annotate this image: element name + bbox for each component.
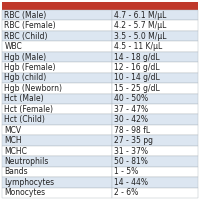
Text: 12 - 16 g/dL: 12 - 16 g/dL — [114, 63, 160, 72]
Bar — [2, 52, 112, 62]
Bar — [112, 146, 198, 156]
Text: RBC (Child): RBC (Child) — [4, 32, 48, 41]
Text: 10 - 14 g/dL: 10 - 14 g/dL — [114, 73, 160, 82]
Bar — [112, 167, 198, 177]
Text: Hgb (Newborn): Hgb (Newborn) — [4, 84, 62, 93]
Text: Monocytes: Monocytes — [4, 188, 46, 197]
Text: MCH: MCH — [4, 136, 22, 145]
Text: 50 - 81%: 50 - 81% — [114, 157, 148, 166]
Bar — [2, 188, 112, 198]
Bar — [112, 20, 198, 31]
Bar — [2, 62, 112, 73]
Text: MCHC: MCHC — [4, 146, 27, 156]
Bar — [112, 135, 198, 146]
Text: 14 - 18 g/dL: 14 - 18 g/dL — [114, 52, 160, 62]
Text: MCV: MCV — [4, 126, 22, 135]
Bar — [112, 156, 198, 167]
Bar — [2, 10, 112, 20]
Text: Hct (Child): Hct (Child) — [4, 115, 45, 124]
Text: 78 - 98 fL: 78 - 98 fL — [114, 126, 150, 135]
Text: Neutrophils: Neutrophils — [4, 157, 49, 166]
Bar — [112, 31, 198, 41]
Text: Bands: Bands — [4, 167, 28, 176]
Text: 37 - 47%: 37 - 47% — [114, 105, 148, 114]
Text: 2 - 6%: 2 - 6% — [114, 188, 138, 197]
Text: 4.5 - 11 K/μL: 4.5 - 11 K/μL — [114, 42, 162, 51]
Text: Hct (Male): Hct (Male) — [4, 94, 44, 103]
Bar — [112, 52, 198, 62]
Text: Hct (Female): Hct (Female) — [4, 105, 53, 114]
Bar — [2, 146, 112, 156]
Bar — [112, 62, 198, 73]
Bar — [2, 41, 112, 52]
Bar — [112, 94, 198, 104]
Text: 27 - 35 pg: 27 - 35 pg — [114, 136, 153, 145]
Bar — [2, 104, 112, 114]
Bar — [2, 2, 198, 10]
Text: 4.7 - 6.1 M/μL: 4.7 - 6.1 M/μL — [114, 11, 167, 20]
Text: 40 - 50%: 40 - 50% — [114, 94, 148, 103]
Bar — [112, 41, 198, 52]
Text: 14 - 44%: 14 - 44% — [114, 178, 148, 187]
Text: 30 - 42%: 30 - 42% — [114, 115, 148, 124]
Bar — [112, 104, 198, 114]
Text: RBC (Female): RBC (Female) — [4, 21, 56, 30]
Bar — [2, 156, 112, 167]
Text: Hgb (Female): Hgb (Female) — [4, 63, 56, 72]
Bar — [2, 73, 112, 83]
Bar — [112, 83, 198, 94]
Text: 4.2 - 5.7 M/μL: 4.2 - 5.7 M/μL — [114, 21, 167, 30]
Text: 3.5 - 5.0 M/μL: 3.5 - 5.0 M/μL — [114, 32, 167, 41]
Bar — [2, 135, 112, 146]
Text: 1 - 5%: 1 - 5% — [114, 167, 138, 176]
Text: WBC: WBC — [4, 42, 22, 51]
Bar — [112, 114, 198, 125]
Bar — [2, 94, 112, 104]
Bar — [2, 114, 112, 125]
Bar — [112, 10, 198, 20]
Bar — [112, 177, 198, 188]
Text: Lymphocytes: Lymphocytes — [4, 178, 55, 187]
Bar — [2, 20, 112, 31]
Bar — [2, 125, 112, 135]
Bar — [112, 125, 198, 135]
Text: 15 - 25 g/dL: 15 - 25 g/dL — [114, 84, 160, 93]
Bar — [112, 188, 198, 198]
Text: 31 - 37%: 31 - 37% — [114, 146, 148, 156]
Text: Hgb (child): Hgb (child) — [4, 73, 47, 82]
Bar — [2, 167, 112, 177]
Bar — [2, 83, 112, 94]
Bar — [2, 177, 112, 188]
Bar — [2, 31, 112, 41]
Text: RBC (Male): RBC (Male) — [4, 11, 47, 20]
Text: Hgb (Male): Hgb (Male) — [4, 52, 47, 62]
Bar — [112, 73, 198, 83]
